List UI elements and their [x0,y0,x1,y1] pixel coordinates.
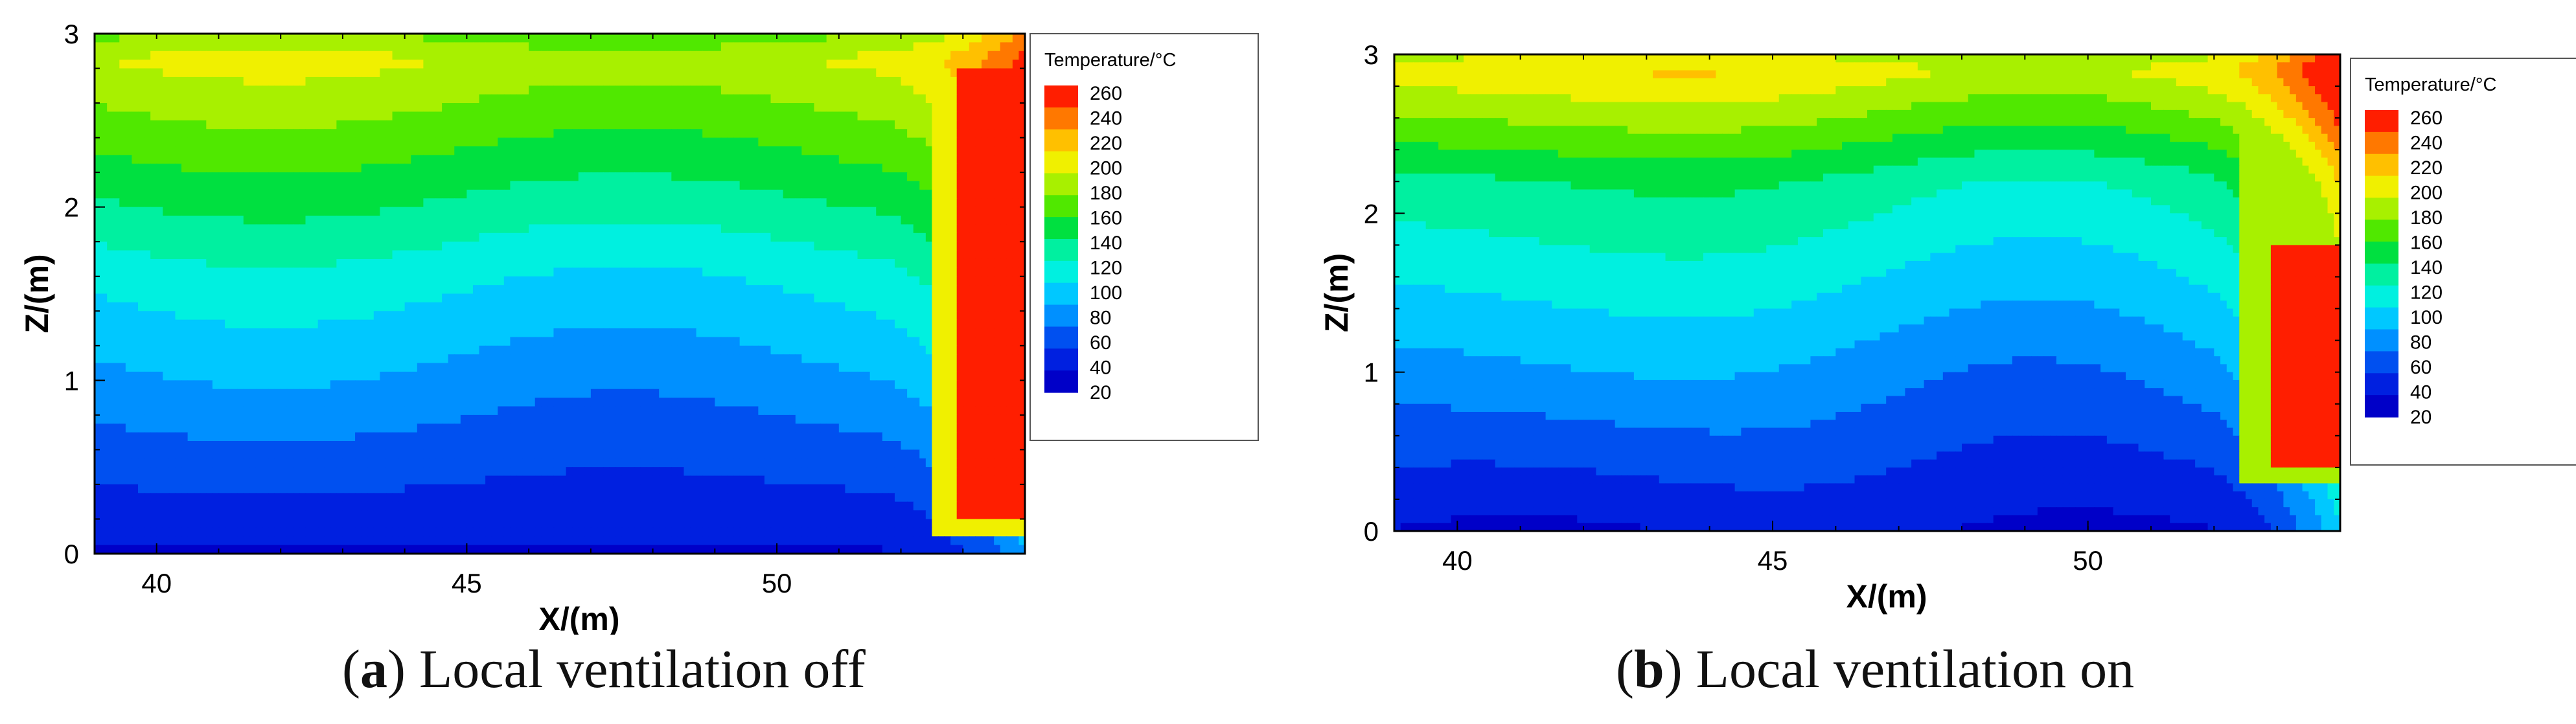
caption-b-text: ) Local ventilation on [1664,639,2135,699]
y-axis-label-a: Z/(m) [19,254,55,333]
x-tick-label-b-50: 50 [2073,545,2103,576]
x-tick-label-a-50: 50 [762,568,792,598]
caption-a-text: ) Local ventilation off [387,639,866,699]
y-tick-label-b-2: 2 [1364,198,1379,229]
legend-label-a-220: 220 [1090,133,1122,154]
legend-label-a-80: 80 [1090,308,1111,329]
y-axis-label-b: Z/(m) [1318,253,1355,332]
legend-swatch-a-7 [1044,239,1078,262]
legend-label-b-160: 160 [2410,232,2443,254]
y-tick-label-b-1: 1 [1364,357,1379,388]
legend-swatch-a-13 [1044,370,1078,393]
legend-label-b-140: 140 [2410,257,2443,278]
legend-swatch-b-12 [2365,373,2398,396]
legend-swatch-a-1 [1044,107,1078,130]
legend-swatch-a-4 [1044,173,1078,196]
legend-label-a-40: 40 [1090,357,1111,379]
legend-label-a-60: 60 [1090,332,1111,354]
chart-a: 40 45 50 0 1 2 3 X/(m) Z/(m) Temperature/°C 260 240… [19,19,1259,635]
x-tick-label-a-45: 45 [452,568,482,598]
legend-swatch-a-10 [1044,304,1078,328]
legend-label-b-40: 40 [2410,382,2432,403]
legend-swatch-b-10 [2365,329,2398,352]
legend-label-b-80: 80 [2410,332,2432,354]
legend-label-b-180: 180 [2410,207,2443,229]
legend-swatch-a-11 [1044,326,1078,349]
legend-label-b-200: 200 [2410,183,2443,204]
legend-label-b-20: 20 [2410,407,2432,428]
legend-swatch-a-6 [1044,217,1078,240]
legend-swatch-a-2 [1044,129,1078,152]
caption-b-label: b [1633,639,1664,699]
legend-title-a: Temperature/°C [1044,50,1176,71]
legend-swatch-b-1 [2365,131,2398,155]
legend-swatch-b-5 [2365,220,2398,242]
legend-label-b-60: 60 [2410,357,2432,378]
legend-label-a-20: 20 [1090,382,1111,403]
y-tick-label-a-0: 0 [64,539,79,569]
legend-swatch-b-6 [2365,242,2398,264]
legend-swatch-a-5 [1044,195,1078,218]
legend-swatch-a-3 [1044,151,1078,174]
caption-b: (b) Local ventilation on [1616,639,2135,699]
legend-swatch-b-0 [2365,110,2398,133]
y-tick-label-b-0: 0 [1364,516,1379,547]
legend-label-b-120: 120 [2410,282,2443,304]
x-tick-label-b-45: 45 [1758,545,1788,576]
legend-swatch-b-2 [2365,153,2398,177]
legend-label-a-160: 160 [1090,208,1122,229]
y-tick-label-b-3: 3 [1364,40,1379,70]
legend-swatch-a-12 [1044,348,1078,371]
legend-swatch-b-9 [2365,307,2398,330]
legend-label-a-240: 240 [1090,108,1122,130]
legend-label-a-100: 100 [1090,282,1122,304]
x-axis-label-a: X/(m) [539,601,620,635]
legend-swatch-a-9 [1044,282,1078,306]
legend-swatch-b-8 [2365,285,2398,308]
legend-label-b-100: 100 [2410,307,2443,328]
caption-a: (a) Local ventilation off [342,639,866,699]
legend-swatch-b-11 [2365,351,2398,374]
chart-b: 40 45 50 0 1 2 3 X/(m) Z/(m) Temperature/°C 260 240… [1318,40,2576,615]
x-tick-label-b-40: 40 [1442,545,1473,576]
plot-frame-a [93,32,1026,555]
legend-swatch-b-13 [2365,395,2398,418]
legend-swatch-b-7 [2365,264,2398,286]
legend-label-a-180: 180 [1090,183,1122,204]
x-tick-label-a-40: 40 [141,568,172,598]
legend-title-b: Temperature/°C [2365,74,2496,95]
legend-swatch-a-0 [1044,85,1078,108]
y-tick-label-a-3: 3 [64,19,79,49]
legend-label-b-240: 240 [2410,133,2443,154]
caption-a-label: a [360,639,387,699]
legend-label-a-120: 120 [1090,258,1122,279]
legend-label-b-260: 260 [2410,107,2443,129]
legend-swatch-a-8 [1044,260,1078,284]
legend-swatch-b-4 [2365,198,2398,220]
legend-label-b-220: 220 [2410,157,2443,179]
legend-swatch-b-3 [2365,175,2398,199]
legend-label-a-260: 260 [1090,83,1122,104]
plot-frame-b [1393,53,2341,532]
y-tick-label-a-1: 1 [64,365,79,396]
legend-label-a-140: 140 [1090,232,1122,254]
x-axis-label-b: X/(m) [1846,578,1927,615]
y-tick-label-a-2: 2 [64,192,79,223]
legend-label-a-200: 200 [1090,158,1122,179]
contour-field-a [95,34,1026,554]
contour-field-b [1394,54,2341,532]
